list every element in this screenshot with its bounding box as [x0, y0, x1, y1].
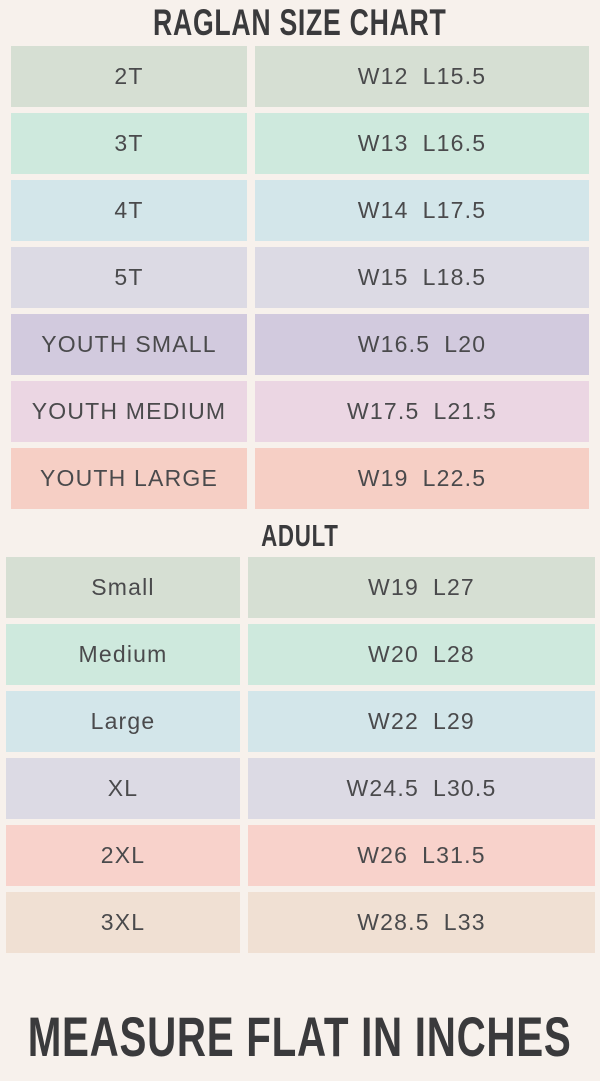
length-value: L27	[432, 574, 475, 600]
footer-note: MEASURE FLAT IN INCHES	[0, 991, 600, 1081]
measurement-cell: W19 L22.5	[255, 448, 589, 509]
adult-section-header: ADULT	[0, 515, 600, 557]
table-row: YOUTH MEDIUM W17.5 L21.5	[11, 381, 589, 442]
width-value: W16.5	[357, 331, 431, 357]
size-label: 4T	[114, 197, 144, 223]
width-value: W19	[357, 465, 409, 491]
footer-note-text: MEASURE FLAT IN INCHES	[28, 1004, 572, 1068]
page-title: RAGLAN SIZE CHART	[0, 0, 600, 46]
size-cell: 2XL	[6, 825, 240, 886]
measurement-cell: W15 L18.5	[255, 247, 589, 308]
length-value: L30.5	[432, 775, 497, 801]
size-label: Large	[90, 708, 156, 734]
measurement-cell: W26 L31.5	[248, 825, 595, 886]
width-value: W17.5	[346, 398, 420, 424]
table-row: Small W19 L27	[6, 557, 595, 618]
length-value: L17.5	[422, 197, 487, 223]
table-row: 3T W13 L16.5	[11, 113, 589, 174]
adult-size-table: Small W19 L27 Medium W20 L28 Large W22 L…	[0, 557, 600, 953]
measurement-cell: W24.5 L30.5	[248, 758, 595, 819]
youth-size-table: 2T W12 L15.5 3T W13 L16.5 4T W14 L17.5 5…	[0, 46, 600, 509]
size-cell: YOUTH SMALL	[11, 314, 247, 375]
size-label: 2T	[114, 63, 144, 89]
length-value: L15.5	[422, 63, 487, 89]
length-value: L31.5	[422, 842, 486, 868]
table-row: 2T W12 L15.5	[11, 46, 589, 107]
size-cell: XL	[6, 758, 240, 819]
size-label: 3T	[114, 130, 144, 156]
size-label: YOUTH LARGE	[39, 465, 219, 491]
size-cell: Medium	[6, 624, 240, 685]
measurement-cell: W16.5 L20	[255, 314, 589, 375]
measurement-cell: W20 L28	[248, 624, 595, 685]
length-value: L18.5	[422, 264, 487, 290]
page-title-text: RAGLAN SIZE CHART	[153, 2, 447, 43]
measurement-cell: W12 L15.5	[255, 46, 589, 107]
table-row: Large W22 L29	[6, 691, 595, 752]
measurement-cell: W19 L27	[248, 557, 595, 618]
table-row: Medium W20 L28	[6, 624, 595, 685]
size-cell: 2T	[11, 46, 247, 107]
size-cell: 4T	[11, 180, 247, 241]
size-cell: 3XL	[6, 892, 240, 953]
size-label: 5T	[114, 264, 144, 290]
size-label: Small	[91, 574, 155, 600]
length-value: L33	[443, 909, 486, 935]
width-value: W14	[357, 197, 409, 223]
table-row: 4T W14 L17.5	[11, 180, 589, 241]
size-cell: Large	[6, 691, 240, 752]
length-value: L20	[444, 331, 487, 357]
measurement-cell: W14 L17.5	[255, 180, 589, 241]
size-label: 3XL	[100, 909, 146, 935]
table-row: YOUTH SMALL W16.5 L20	[11, 314, 589, 375]
width-value: W28.5	[357, 909, 430, 935]
measurement-cell: W28.5 L33	[248, 892, 595, 953]
width-value: W13	[357, 130, 409, 156]
size-label: Medium	[78, 641, 168, 667]
width-value: W19	[368, 574, 419, 600]
table-row: 3XL W28.5 L33	[6, 892, 595, 953]
width-value: W12	[357, 63, 409, 89]
measurement-cell: W17.5 L21.5	[255, 381, 589, 442]
width-value: W15	[357, 264, 409, 290]
size-cell: 3T	[11, 113, 247, 174]
length-value: L28	[432, 641, 475, 667]
width-value: W22	[368, 708, 419, 734]
size-cell: 5T	[11, 247, 247, 308]
size-cell: YOUTH MEDIUM	[11, 381, 247, 442]
table-row: 5T W15 L18.5	[11, 247, 589, 308]
table-row: XL W24.5 L30.5	[6, 758, 595, 819]
size-label: YOUTH MEDIUM	[31, 398, 227, 424]
table-row: 2XL W26 L31.5	[6, 825, 595, 886]
length-value: L29	[432, 708, 475, 734]
length-value: L16.5	[422, 130, 487, 156]
size-cell: YOUTH LARGE	[11, 448, 247, 509]
width-value: W20	[368, 641, 419, 667]
width-value: W24.5	[346, 775, 419, 801]
size-cell: Small	[6, 557, 240, 618]
adult-section-label: ADULT	[261, 518, 339, 553]
size-label: YOUTH SMALL	[41, 331, 217, 357]
length-value: L22.5	[422, 465, 487, 491]
measurement-cell: W22 L29	[248, 691, 595, 752]
size-label: 2XL	[100, 842, 146, 868]
measurement-cell: W13 L16.5	[255, 113, 589, 174]
width-value: W26	[357, 842, 409, 868]
table-row: YOUTH LARGE W19 L22.5	[11, 448, 589, 509]
size-label: XL	[107, 775, 139, 801]
length-value: L21.5	[433, 398, 498, 424]
